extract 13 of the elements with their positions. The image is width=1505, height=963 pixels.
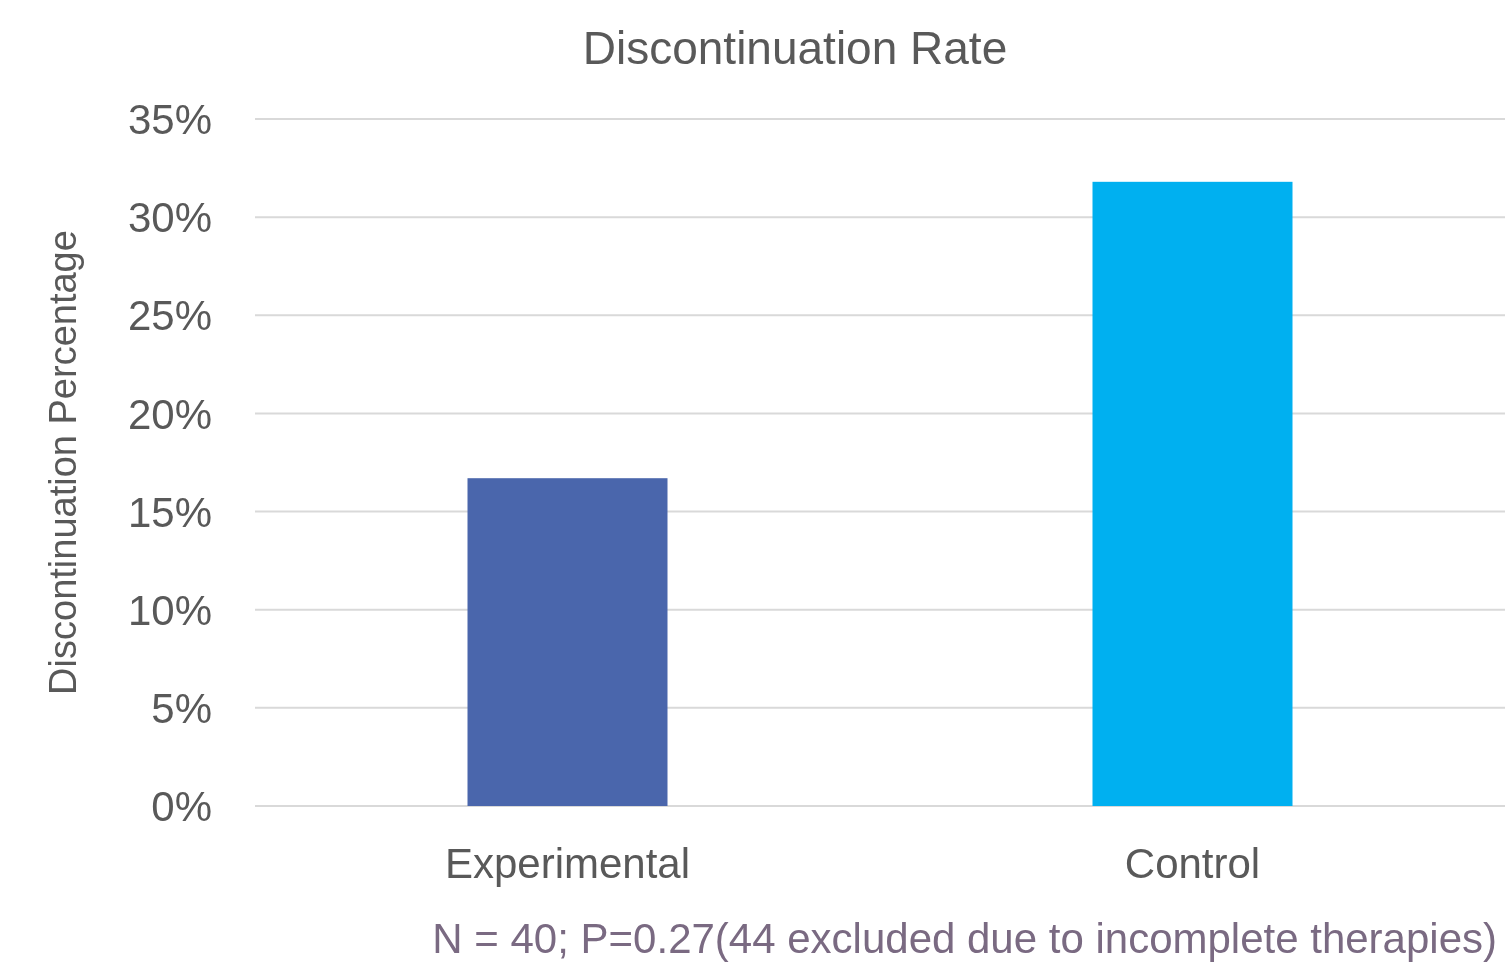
x-tick-label: Experimental bbox=[444, 840, 691, 887]
y-tick-label: 10% bbox=[127, 586, 212, 634]
y-tick-label: 15% bbox=[127, 488, 212, 536]
y-tick-label: 30% bbox=[127, 194, 212, 242]
y-tick-label: 25% bbox=[127, 292, 212, 340]
y-axis-title: Discontinuation Percentage bbox=[42, 230, 84, 695]
chart-title: Discontinuation Rate bbox=[582, 22, 1008, 74]
y-tick-label: 20% bbox=[127, 390, 212, 438]
y-tick-label: 35% bbox=[127, 96, 212, 144]
x-tick-label: Control bbox=[1124, 840, 1261, 887]
y-tick-label: 5% bbox=[151, 684, 212, 732]
text: N = 40; P=0.27(44 excluded due to incomplete therapies) bbox=[432, 915, 1497, 962]
y-tick-label: 0% bbox=[151, 783, 212, 831]
